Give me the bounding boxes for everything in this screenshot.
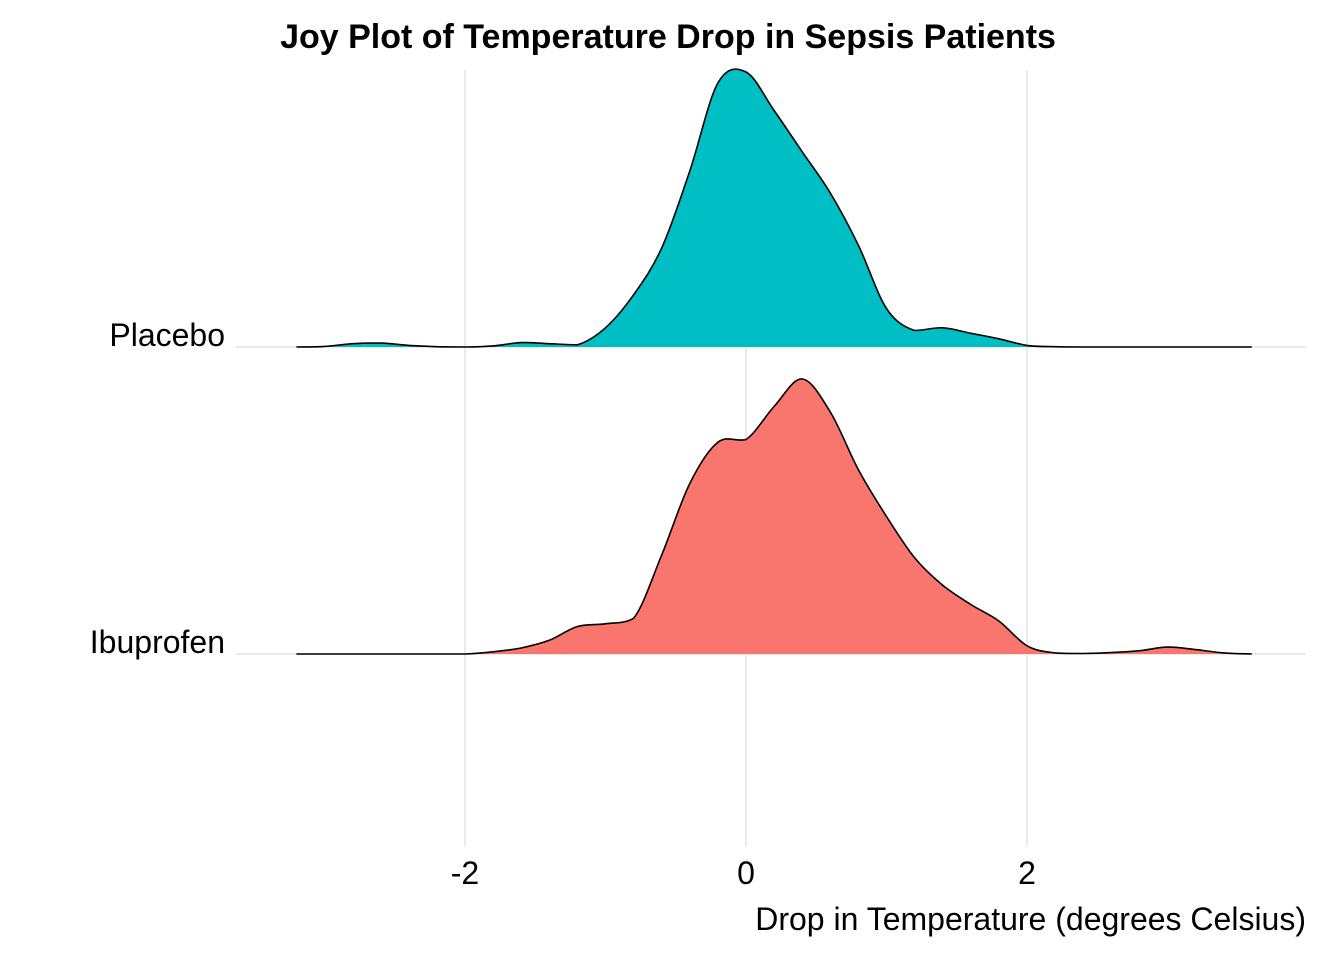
ridge-area-placebo (296, 69, 1252, 348)
ridge-outline-placebo (296, 68, 1252, 348)
x-tick-label: 0 (737, 855, 755, 891)
x-axis-label: Drop in Temperature (degrees Celsius) (755, 901, 1306, 937)
x-axis-ticks: -2 0 2 (451, 855, 1036, 891)
group-label-ibuprofen: Ibuprofen (90, 624, 225, 660)
chart-title: Joy Plot of Temperature Drop in Sepsis P… (280, 18, 1056, 56)
group-labels: Placebo Ibuprofen (90, 317, 225, 660)
ridges (296, 68, 1252, 655)
ridge-outline-ibuprofen (296, 378, 1252, 655)
x-tick-label: -2 (451, 855, 479, 891)
group-label-placebo: Placebo (109, 317, 225, 353)
ridge-area-ibuprofen (296, 378, 1252, 654)
x-tick-label: 2 (1018, 855, 1036, 891)
